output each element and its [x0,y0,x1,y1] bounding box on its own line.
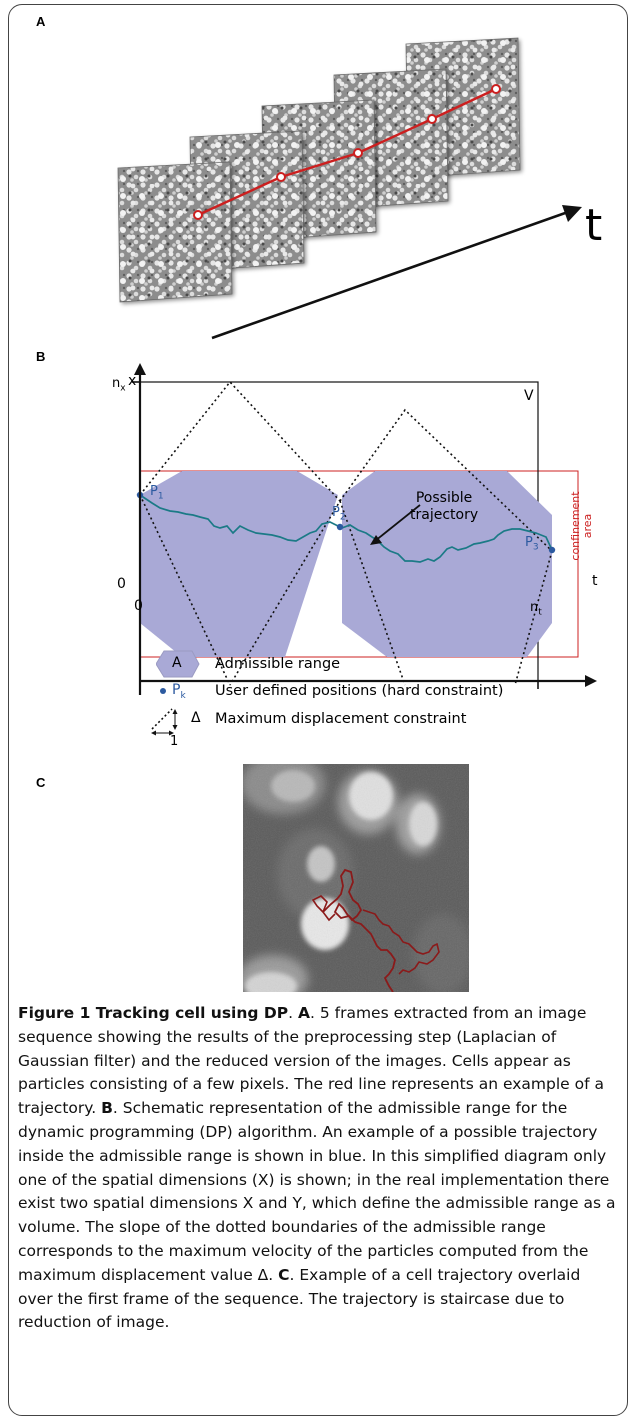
time-axis-arrow [211,210,569,340]
n-t-label: nt [530,600,542,618]
user-point-p2 [336,523,344,531]
possible-trajectory [139,494,553,563]
panel-c-label: C [36,775,46,790]
panel-a-figure [117,37,582,340]
legend-range-swatch [156,650,200,678]
annotation-arrow-head [370,535,382,545]
admissible-region-left [140,471,338,657]
panel-a-label: A [36,14,46,29]
annotation-arrow-line [374,504,421,542]
zero-y-label: 0 [117,576,126,592]
legend-point-label: User defined positions (hard constraint) [215,683,504,699]
y-axis-arrow [134,363,146,375]
volume-label: V [524,388,534,404]
figure-frame [8,4,628,1416]
max-displacement-boundaries [139,380,553,686]
frame-trajectory-point [427,114,437,124]
x-axis-arrow [585,675,597,687]
legend-point-symbol: Pk [172,682,186,701]
trajectory-annotation: Possible trajectory [410,490,479,523]
user-point-p3 [548,546,556,554]
frame-trajectory-point [276,172,286,182]
legend-unit-symbol: 1 [170,734,179,749]
legend-delta-symbol: Δ [191,710,201,726]
legend-range-symbol: A [172,655,182,671]
x-axis-label: x [128,373,137,389]
frame-trajectory-point [193,210,203,220]
panel-b-label: B [36,349,46,364]
figure-caption: Figure 1 Tracking cell using DP. A. 5 fr… [18,1002,616,1335]
panel-b-diagram [132,363,597,695]
frame-trajectory-point [353,148,363,158]
caption-paragraph: Figure 1 Tracking cell using DP. A. 5 fr… [18,1004,616,1332]
panel-c-micrograph [243,764,469,992]
zero-x-label: 0 [134,598,143,614]
p3-label: P3 [525,535,539,553]
legend-range-label: Admissible range [215,656,341,672]
time-axis-arrowhead [562,205,582,222]
frame-trajectory-point [491,84,501,94]
t-axis-label-b: t [592,573,598,589]
legend-displacement-glyph [151,708,178,736]
legend-displacement-label: Maximum displacement constraint [215,711,467,727]
confinement-label: confinement area [569,491,594,561]
p1-label: P1 [150,484,164,502]
p2-label: P2 [332,505,346,523]
n-x-label: nx [112,376,126,394]
admissible-region-right [342,471,552,657]
legend-point-marker [160,688,166,694]
caption-title: Figure 1 Tracking cell using DP [18,1004,289,1022]
cell-trajectory [322,868,396,992]
panel-a-t-axis-label: t [585,200,603,251]
